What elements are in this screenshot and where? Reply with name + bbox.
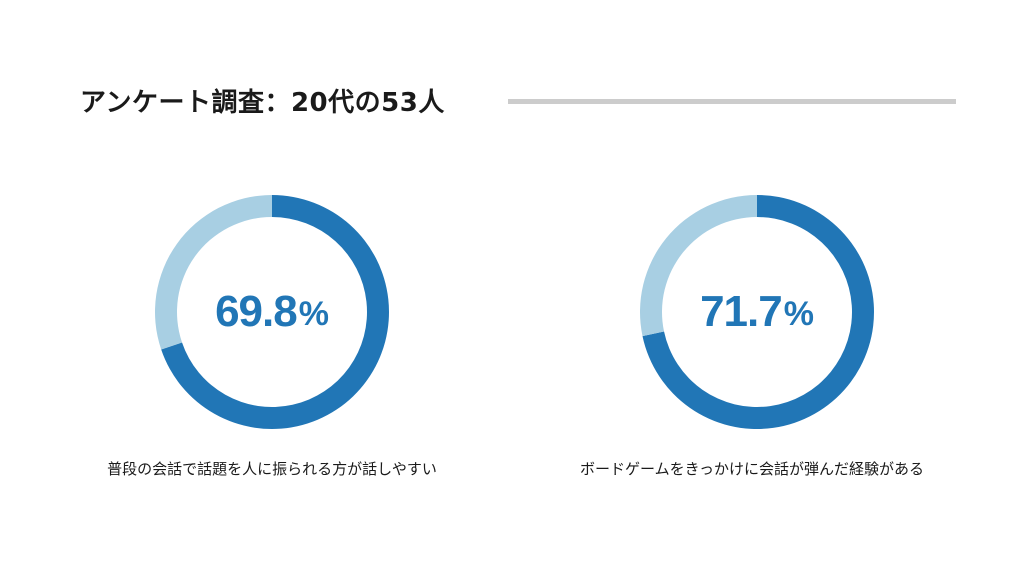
donut-chart-1: 69.8 %: [152, 192, 392, 432]
donut-chart-1-slice-2: [155, 195, 272, 350]
donut-chart-2-caption: ボードゲームをきっかけに会話が弾んだ経験がある: [580, 460, 924, 478]
donut-chart-2-svg: [640, 195, 874, 430]
donut-chart-1-caption: 普段の会話で話題を人に振られる方が話しやすい: [107, 460, 437, 478]
donut-chart-2: 71.7 %: [637, 192, 877, 432]
page-title: アンケート調査：20代の53人: [80, 88, 445, 118]
donut-chart-2-number: 71.7: [700, 287, 783, 336]
donut-chart-2-value: 71.7 %: [637, 192, 877, 432]
donut-chart-1-number: 69.8: [215, 287, 298, 336]
donut-chart-2-slice-2: [640, 195, 757, 337]
donut-chart-1-svg: [155, 195, 389, 429]
donut-chart-1-value: 69.8 %: [152, 192, 392, 432]
donut-chart-1-unit: %: [298, 294, 329, 333]
donut-chart-2-unit: %: [783, 294, 814, 333]
title-divider: [508, 99, 956, 104]
